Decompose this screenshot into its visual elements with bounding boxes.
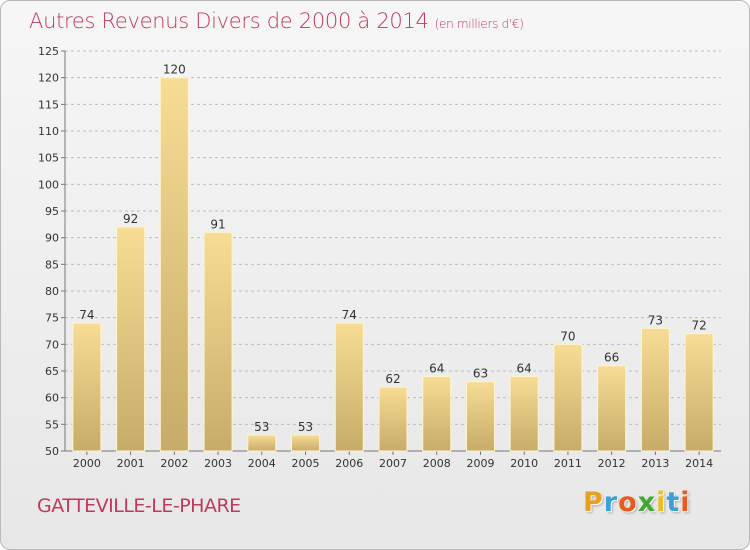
bars	[72, 77, 714, 452]
data-label: 63	[473, 367, 488, 381]
bar	[509, 375, 539, 452]
y-tick-label: 85	[45, 258, 59, 271]
labels: 50 55 60 65 70 75 80 85 90 95 100 105 110 115 120 125 74…	[38, 45, 713, 470]
data-label: 62	[385, 372, 400, 386]
y-tick-label: 95	[45, 205, 59, 218]
x-tick-label: 2009	[466, 457, 494, 470]
proxiti-logo: Proxiti	[583, 487, 691, 518]
bar	[203, 231, 233, 452]
x-tick-label: 2004	[248, 457, 276, 470]
x-tick-label: 2003	[204, 457, 232, 470]
y-tick-label: 125	[38, 45, 59, 58]
data-label: 64	[429, 361, 444, 375]
data-label: 74	[342, 308, 357, 322]
x-tick-label: 2002	[160, 457, 188, 470]
x-tick-label: 2007	[379, 457, 407, 470]
y-tick-label: 90	[45, 232, 59, 245]
bar	[159, 77, 189, 452]
bar	[553, 343, 583, 452]
commune-name: GATTEVILLE-LE-PHARE	[37, 495, 241, 517]
x-tick-label: 2006	[335, 457, 363, 470]
bar	[291, 434, 321, 452]
bar	[422, 375, 452, 452]
chart-title-text: Autres Revenus Divers de 2000 à 2014	[29, 9, 429, 33]
x-tick-label: 2000	[73, 457, 101, 470]
bar	[465, 381, 495, 452]
y-tick-label: 65	[45, 365, 59, 378]
bar	[684, 333, 714, 452]
data-label: 70	[560, 329, 575, 343]
bar	[334, 322, 364, 452]
data-label: 66	[604, 351, 619, 365]
x-tick-label: 2001	[117, 457, 145, 470]
y-tick-label: 115	[38, 98, 59, 111]
y-tick-label: 110	[38, 125, 59, 138]
logo-letter: P	[583, 487, 604, 518]
y-tick-label: 120	[38, 72, 59, 85]
data-label: 91	[210, 217, 225, 231]
data-label: 53	[298, 420, 313, 434]
bar	[378, 386, 408, 452]
logo-letter: t	[666, 487, 681, 518]
y-tick-label: 75	[45, 312, 59, 325]
y-tick-label: 100	[38, 178, 59, 191]
logo-letter: r	[603, 487, 619, 518]
x-tick-label: 2008	[423, 457, 451, 470]
x-tick-label: 2005	[292, 457, 320, 470]
x-tick-label: 2014	[685, 457, 713, 470]
data-label: 64	[517, 361, 532, 375]
x-tick-label: 2011	[554, 457, 582, 470]
bar	[116, 226, 146, 452]
data-label: 120	[163, 63, 186, 77]
chart-title: Autres Revenus Divers de 2000 à 2014 (en …	[29, 9, 524, 33]
y-tick-label: 105	[38, 152, 59, 165]
logo-letter: i	[656, 487, 667, 518]
x-tick-label: 2010	[510, 457, 538, 470]
y-tick-label: 80	[45, 285, 59, 298]
bar	[247, 434, 277, 452]
bar	[72, 322, 102, 452]
y-tick-label: 50	[45, 445, 59, 458]
data-label: 53	[254, 420, 269, 434]
logo-letter: i	[680, 487, 691, 518]
x-tick-label: 2012	[598, 457, 626, 470]
data-label: 92	[123, 212, 138, 226]
y-tick-label: 70	[45, 338, 59, 351]
y-tick-label: 55	[45, 418, 59, 431]
bar	[597, 365, 627, 452]
bar	[640, 327, 670, 452]
data-label: 74	[79, 308, 94, 322]
logo-letter: o	[618, 487, 638, 518]
data-label: 72	[691, 319, 706, 333]
y-tick-label: 60	[45, 392, 59, 405]
chart-subtitle: (en milliers d'€)	[434, 17, 524, 31]
logo-letter: x	[637, 487, 657, 518]
data-label: 73	[648, 313, 663, 327]
x-tick-label: 2013	[641, 457, 669, 470]
